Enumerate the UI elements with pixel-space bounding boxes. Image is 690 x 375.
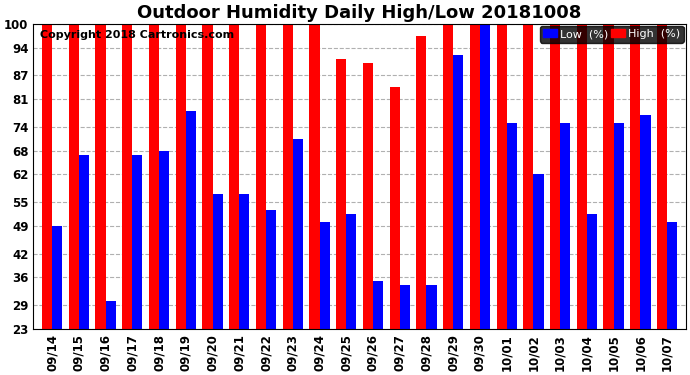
Bar: [443, 24, 453, 329]
Bar: [239, 194, 250, 329]
Bar: [106, 301, 116, 329]
Legend: Low  (%), High  (%): Low (%), High (%): [540, 26, 684, 43]
Bar: [577, 24, 587, 329]
Bar: [256, 24, 266, 329]
Text: Copyright 2018 Cartronics.com: Copyright 2018 Cartronics.com: [40, 30, 234, 40]
Bar: [604, 24, 613, 329]
Bar: [122, 24, 132, 329]
Bar: [79, 154, 89, 329]
Bar: [132, 154, 143, 329]
Bar: [657, 24, 667, 329]
Bar: [667, 222, 678, 329]
Bar: [159, 151, 169, 329]
Bar: [533, 174, 544, 329]
Bar: [523, 24, 533, 329]
Bar: [186, 111, 196, 329]
Bar: [453, 56, 464, 329]
Bar: [426, 285, 437, 329]
Bar: [587, 214, 597, 329]
Bar: [95, 24, 106, 329]
Bar: [400, 285, 410, 329]
Bar: [373, 281, 383, 329]
Bar: [346, 214, 357, 329]
Bar: [266, 210, 276, 329]
Bar: [319, 222, 330, 329]
Bar: [470, 24, 480, 329]
Bar: [42, 24, 52, 329]
Bar: [283, 24, 293, 329]
Bar: [363, 63, 373, 329]
Bar: [497, 24, 506, 329]
Bar: [52, 226, 62, 329]
Bar: [416, 36, 426, 329]
Bar: [336, 59, 346, 329]
Bar: [550, 24, 560, 329]
Bar: [293, 139, 303, 329]
Bar: [69, 24, 79, 329]
Bar: [640, 115, 651, 329]
Title: Outdoor Humidity Daily High/Low 20181008: Outdoor Humidity Daily High/Low 20181008: [137, 4, 582, 22]
Bar: [202, 24, 213, 329]
Bar: [506, 123, 517, 329]
Bar: [390, 87, 400, 329]
Bar: [630, 24, 640, 329]
Bar: [560, 123, 571, 329]
Bar: [149, 24, 159, 329]
Bar: [213, 194, 223, 329]
Bar: [309, 24, 319, 329]
Bar: [480, 24, 490, 329]
Bar: [613, 123, 624, 329]
Bar: [176, 24, 186, 329]
Bar: [229, 24, 239, 329]
